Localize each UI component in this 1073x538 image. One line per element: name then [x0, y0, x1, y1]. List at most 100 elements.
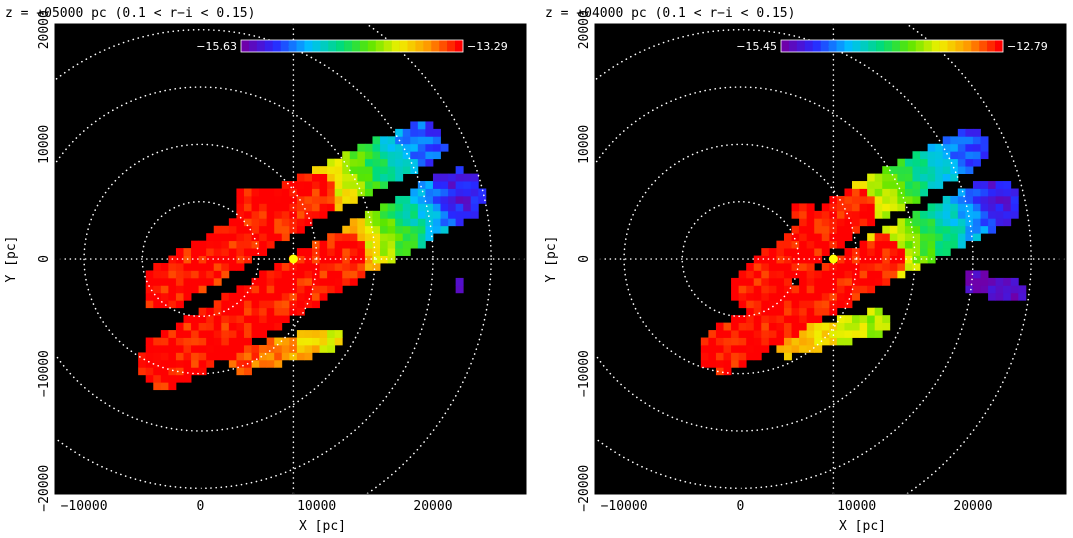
heatmap-cell	[935, 143, 944, 152]
x-tick-label: 10000	[837, 499, 876, 514]
heatmap-cell	[753, 352, 762, 361]
heatmap-cell	[920, 158, 929, 167]
heatmap-cell	[410, 225, 419, 234]
heatmap-cell	[455, 188, 464, 197]
heatmap-cell	[266, 225, 275, 234]
y-tick-label: 20000	[577, 10, 592, 49]
heatmap-cell	[417, 188, 426, 197]
heatmap-cell	[836, 330, 845, 338]
colorbar-segment	[431, 40, 440, 52]
heatmap-cell	[417, 233, 426, 242]
heatmap-cell	[836, 255, 845, 264]
heatmap-cell	[274, 337, 283, 346]
heatmap-cell	[364, 218, 373, 227]
heatmap-cell	[867, 270, 876, 279]
heatmap-cell	[455, 277, 464, 286]
heatmap-cell	[380, 248, 389, 256]
heatmap-cell	[935, 233, 944, 242]
heatmap-cell	[380, 136, 389, 145]
heatmap-cell	[349, 248, 358, 256]
x-tick-label: 0	[736, 499, 744, 514]
heatmap-cell	[183, 344, 192, 353]
heatmap-cell	[829, 330, 838, 338]
heatmap-cell	[312, 292, 320, 301]
heatmap-cell	[844, 285, 853, 294]
heatmap-cell	[844, 255, 853, 264]
heatmap-cell	[738, 277, 747, 286]
heatmap-cell	[342, 181, 351, 189]
heatmap-cell	[334, 158, 343, 167]
heatmap-cell	[327, 248, 336, 256]
heatmap-cell	[806, 315, 815, 324]
heatmap-cell	[259, 322, 268, 331]
heatmap-cell	[153, 359, 162, 368]
heatmap-cell	[935, 158, 944, 167]
heatmap-cell	[965, 143, 974, 152]
heatmap-cell	[425, 188, 434, 197]
heatmap-cell	[836, 277, 845, 286]
heatmap-cell	[753, 344, 762, 353]
heatmap-cell	[312, 344, 320, 353]
heatmap-cell	[266, 359, 275, 368]
heatmap-cell	[821, 285, 830, 294]
heatmap-cell	[723, 352, 732, 361]
heatmap-cell	[950, 158, 959, 167]
heatmap-cell	[783, 352, 792, 361]
heatmap-cell	[327, 173, 336, 182]
heatmap-cell	[852, 285, 860, 294]
heatmap-cell	[296, 218, 305, 227]
y-axis-label: Y [pc]	[4, 236, 19, 283]
colorbar-segment	[852, 40, 861, 52]
heatmap-cell	[980, 225, 989, 234]
heatmap-cell	[814, 248, 823, 256]
heatmap-cell	[327, 166, 336, 174]
heatmap-cell	[402, 218, 411, 227]
heatmap-cell	[312, 337, 320, 346]
heatmap-cell	[455, 285, 464, 294]
heatmap-cell	[844, 263, 853, 271]
heatmap-cell	[183, 270, 192, 279]
heatmap-cell	[972, 285, 981, 294]
colorbar-segment	[288, 40, 297, 52]
heatmap-cell	[213, 337, 222, 346]
heatmap-cell	[236, 292, 245, 301]
heatmap-cell	[920, 166, 929, 174]
heatmap-cell	[191, 263, 200, 271]
heatmap-cell	[304, 270, 313, 279]
heatmap-cell	[455, 173, 464, 182]
heatmap-cell	[988, 218, 997, 227]
heatmap-cell	[342, 158, 351, 167]
heatmap-cell	[897, 173, 906, 182]
heatmap-cell	[357, 173, 366, 182]
heatmap-cell	[768, 285, 777, 294]
heatmap-cell	[995, 195, 1004, 204]
heatmap-cell	[334, 330, 343, 338]
heatmap-cell	[191, 270, 200, 279]
heatmap-cell	[342, 277, 351, 286]
heatmap-cell	[912, 151, 921, 160]
heatmap-cell	[844, 330, 853, 338]
heatmap-cell	[806, 344, 815, 353]
heatmap-cell	[904, 173, 913, 182]
heatmap-cell	[988, 195, 997, 204]
heatmap-cell	[776, 255, 785, 264]
heatmap-cell	[334, 240, 343, 249]
heatmap-cell	[746, 277, 755, 286]
colorbar-segment	[256, 40, 266, 52]
heatmap-cell	[867, 203, 876, 212]
heatmap-cell	[168, 374, 177, 383]
heatmap-cell	[319, 240, 328, 249]
heatmap-cell	[738, 300, 747, 309]
heatmap-cell	[319, 248, 328, 256]
heatmap-cell	[251, 285, 260, 294]
heatmap-cell	[236, 344, 245, 353]
heatmap-cell	[364, 181, 373, 189]
heatmap-cell	[168, 344, 177, 353]
heatmap-cell	[319, 277, 328, 286]
heatmap-cell	[942, 136, 951, 145]
heatmap-cell	[251, 359, 260, 368]
heatmap-cell	[357, 248, 366, 256]
heatmap-cell	[319, 195, 328, 204]
heatmap-cell	[206, 337, 215, 346]
heatmap-cell	[942, 143, 951, 152]
